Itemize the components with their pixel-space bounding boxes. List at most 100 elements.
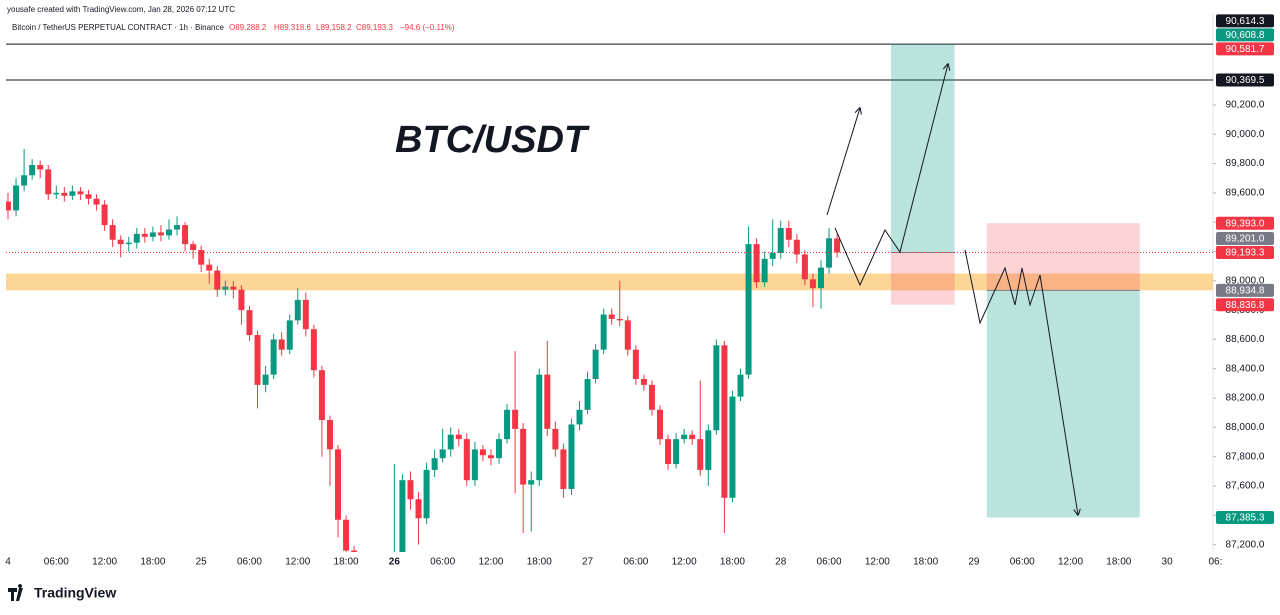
x-tick-label: 12:00 (1058, 557, 1083, 568)
candle-body (278, 339, 285, 350)
candle-body (624, 320, 631, 350)
y-tick-label: 88,200.0 (1226, 393, 1265, 404)
candle-body (689, 434, 696, 440)
candle-body (238, 289, 245, 311)
y-tick-label: 90,200.0 (1226, 100, 1265, 111)
x-tick-label: 06:00 (237, 557, 262, 568)
candle-body (471, 449, 478, 481)
candle-body (479, 449, 486, 456)
candle-body (101, 204, 108, 226)
candle-body (463, 439, 470, 481)
candle-body (769, 252, 776, 259)
candle-body (262, 374, 269, 385)
candle-body (407, 480, 414, 500)
x-tick-label: 18:00 (527, 557, 552, 568)
brand-logo (8, 584, 23, 601)
target-box (986, 290, 1140, 518)
candle-body (270, 339, 277, 375)
candle-body (117, 239, 124, 245)
candle-body (632, 349, 639, 380)
x-tick-label: 12:00 (865, 557, 890, 568)
candle-body (568, 424, 575, 489)
candle-body (657, 409, 664, 440)
y-tick-label: 87,800.0 (1226, 451, 1265, 462)
candle-body (528, 480, 535, 485)
candle-body (455, 434, 462, 440)
candle-body (809, 279, 816, 289)
candle-body (640, 379, 647, 385)
candle-body (496, 439, 503, 459)
candle-body (85, 194, 92, 199)
zone (6, 273, 1213, 291)
candle-body (37, 164, 44, 170)
price-label-box (1216, 42, 1274, 56)
price-label-box (1216, 216, 1274, 230)
x-tick-label: 29 (968, 557, 980, 568)
credit: yousafe created with TradingView.com, Ja… (7, 5, 235, 14)
price-label: 89,201.0 (1226, 234, 1265, 245)
x-tick-label: 06:00 (817, 557, 842, 568)
x-tick-label: 25 (196, 557, 208, 568)
candle-body (834, 238, 841, 253)
candle-body (222, 286, 229, 290)
candle-body (77, 191, 84, 195)
candle-body (487, 455, 494, 459)
y-tick-label: 87,200.0 (1226, 539, 1265, 550)
x-tick-label: 26 (389, 557, 401, 568)
candle-body (761, 258, 768, 283)
candle-body (705, 430, 712, 470)
candle-body (826, 238, 833, 268)
arrow (834, 64, 948, 287)
y-tick-label: 88,600.0 (1226, 334, 1265, 345)
candle-body (729, 396, 736, 498)
plot-area (6, 43, 1213, 589)
candle-body (616, 318, 623, 321)
x-tick-label: 4 (5, 557, 11, 568)
candle-body (125, 242, 132, 245)
arrow (826, 108, 860, 216)
price-label-box (1216, 298, 1274, 312)
ohlc-high: H89,318.6 (274, 23, 311, 32)
price-label-box (1216, 511, 1274, 525)
candle-body (665, 439, 672, 465)
candle-body (592, 349, 599, 380)
candle-body (141, 233, 148, 237)
candle-body (697, 439, 704, 470)
arrow (964, 249, 1078, 515)
candle-body (375, 575, 381, 588)
candle-body (351, 550, 358, 552)
price-label-box (1216, 14, 1274, 28)
candle-body (133, 233, 140, 243)
price-label: 90,581.7 (1226, 44, 1265, 55)
price-label-box (1216, 245, 1274, 259)
candle-body (230, 286, 237, 290)
candle-body (335, 449, 342, 520)
price-label: 90,608.8 (1226, 30, 1265, 41)
candle-body (190, 244, 197, 251)
candle-body (206, 264, 213, 271)
candle-body (673, 439, 680, 465)
x-tick-label: 06:00 (1010, 557, 1035, 568)
candle-body (29, 164, 36, 176)
x-tick-label: 12:00 (672, 557, 697, 568)
candle-body (61, 192, 68, 196)
candle-body (415, 499, 422, 519)
x-tick-label: 18:00 (334, 557, 359, 568)
y-tick-label: 90,000.0 (1226, 129, 1265, 140)
candle-body (552, 428, 559, 450)
ohlc-low: L89,158.2 (316, 23, 352, 32)
candle-body (343, 519, 350, 551)
y-tick-label: 89,600.0 (1226, 187, 1265, 198)
candle-body (423, 469, 430, 519)
x-tick-label: 06:00 (623, 557, 648, 568)
x-tick-label: 27 (582, 557, 594, 568)
x-tick-label: 06:00 (430, 557, 455, 568)
candle-body (254, 335, 261, 385)
candle-body (608, 314, 615, 319)
candle-body (681, 434, 688, 440)
y-tick-label: 88,400.0 (1226, 363, 1265, 374)
price-label-box (1216, 231, 1274, 245)
candle-body (447, 434, 454, 450)
y-tick-label: 89,800.0 (1226, 158, 1265, 169)
candle-body (383, 567, 389, 589)
